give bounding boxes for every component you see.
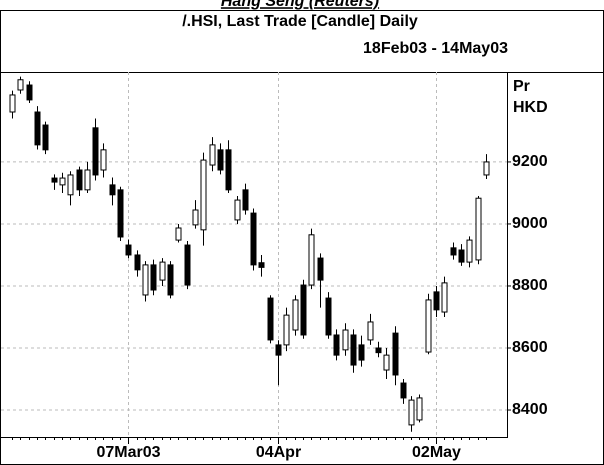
candle-body xyxy=(383,354,390,371)
candle-body xyxy=(250,212,257,266)
candle-body xyxy=(367,321,374,341)
x-tick-label: 02May xyxy=(412,444,461,461)
y-tick-label: 8400 xyxy=(512,401,548,418)
candle-body xyxy=(275,344,282,356)
candle-body xyxy=(34,111,41,146)
candle-body xyxy=(475,197,482,261)
candle-body xyxy=(333,334,340,356)
candle-body xyxy=(192,209,199,226)
candle-body xyxy=(200,159,207,231)
y-axis-label: HKD xyxy=(513,99,548,116)
candle-body xyxy=(184,244,191,286)
chart-subtitle: /.HSI, Last Trade [Candle] Daily xyxy=(182,13,418,30)
y-tick-label: 9000 xyxy=(512,215,548,232)
candle-body xyxy=(150,264,157,291)
y-tick-label: 8600 xyxy=(512,339,548,356)
candle-body xyxy=(84,169,91,191)
candle-body xyxy=(17,79,24,91)
candle-body xyxy=(392,332,399,376)
candle-body xyxy=(92,127,99,176)
candle-body xyxy=(458,249,465,263)
candle-body xyxy=(408,399,415,426)
candle-body xyxy=(9,94,16,113)
candle-body xyxy=(42,124,49,151)
candle-body xyxy=(258,262,265,268)
candle-body xyxy=(400,382,407,399)
candle-body xyxy=(342,329,349,351)
candle-body xyxy=(109,184,116,196)
candle-body xyxy=(209,144,216,166)
candle-body xyxy=(234,199,241,221)
candle-body xyxy=(225,149,232,191)
candle-body xyxy=(217,149,224,171)
candle-body xyxy=(59,177,66,186)
y-tick-label: 9200 xyxy=(512,153,548,170)
y-tick-label: 8800 xyxy=(512,277,548,294)
candle-body xyxy=(267,297,274,341)
candle-body xyxy=(67,174,74,196)
candle-body xyxy=(51,177,58,183)
candle-body xyxy=(466,239,473,263)
candle-body xyxy=(450,247,457,256)
candle-body xyxy=(325,297,332,336)
candle-body xyxy=(159,261,166,281)
candle-body xyxy=(125,244,132,256)
candle-body xyxy=(134,254,141,271)
candle-body xyxy=(483,161,490,176)
y-axis-label: Pr xyxy=(513,78,530,95)
candle-body xyxy=(416,397,423,421)
candle-body xyxy=(26,84,33,101)
candle-body xyxy=(433,291,440,311)
candle-body xyxy=(283,314,290,346)
candle-body xyxy=(292,299,299,331)
candle-body xyxy=(300,284,307,336)
candle-body xyxy=(358,344,365,361)
candle-body xyxy=(375,347,382,354)
x-tick-label: 04Apr xyxy=(256,444,301,461)
candle-body xyxy=(441,282,448,313)
frame xyxy=(0,10,604,465)
x-tick-label: 07Mar03 xyxy=(96,444,160,461)
candle-body xyxy=(350,334,357,366)
chart-subtitle: 18Feb03 - 14May03 xyxy=(363,40,508,57)
candle-body xyxy=(317,257,324,281)
candle-body xyxy=(142,264,149,296)
candle-body xyxy=(175,227,182,241)
candle-body xyxy=(117,189,124,238)
candle-body xyxy=(76,169,83,191)
candle-body xyxy=(425,299,432,353)
chart-title: Hang Seng (Reuters) xyxy=(221,0,379,10)
candle-body xyxy=(100,149,107,171)
candle-body xyxy=(167,264,174,296)
candle-body xyxy=(242,189,249,211)
candle-body xyxy=(308,234,315,286)
